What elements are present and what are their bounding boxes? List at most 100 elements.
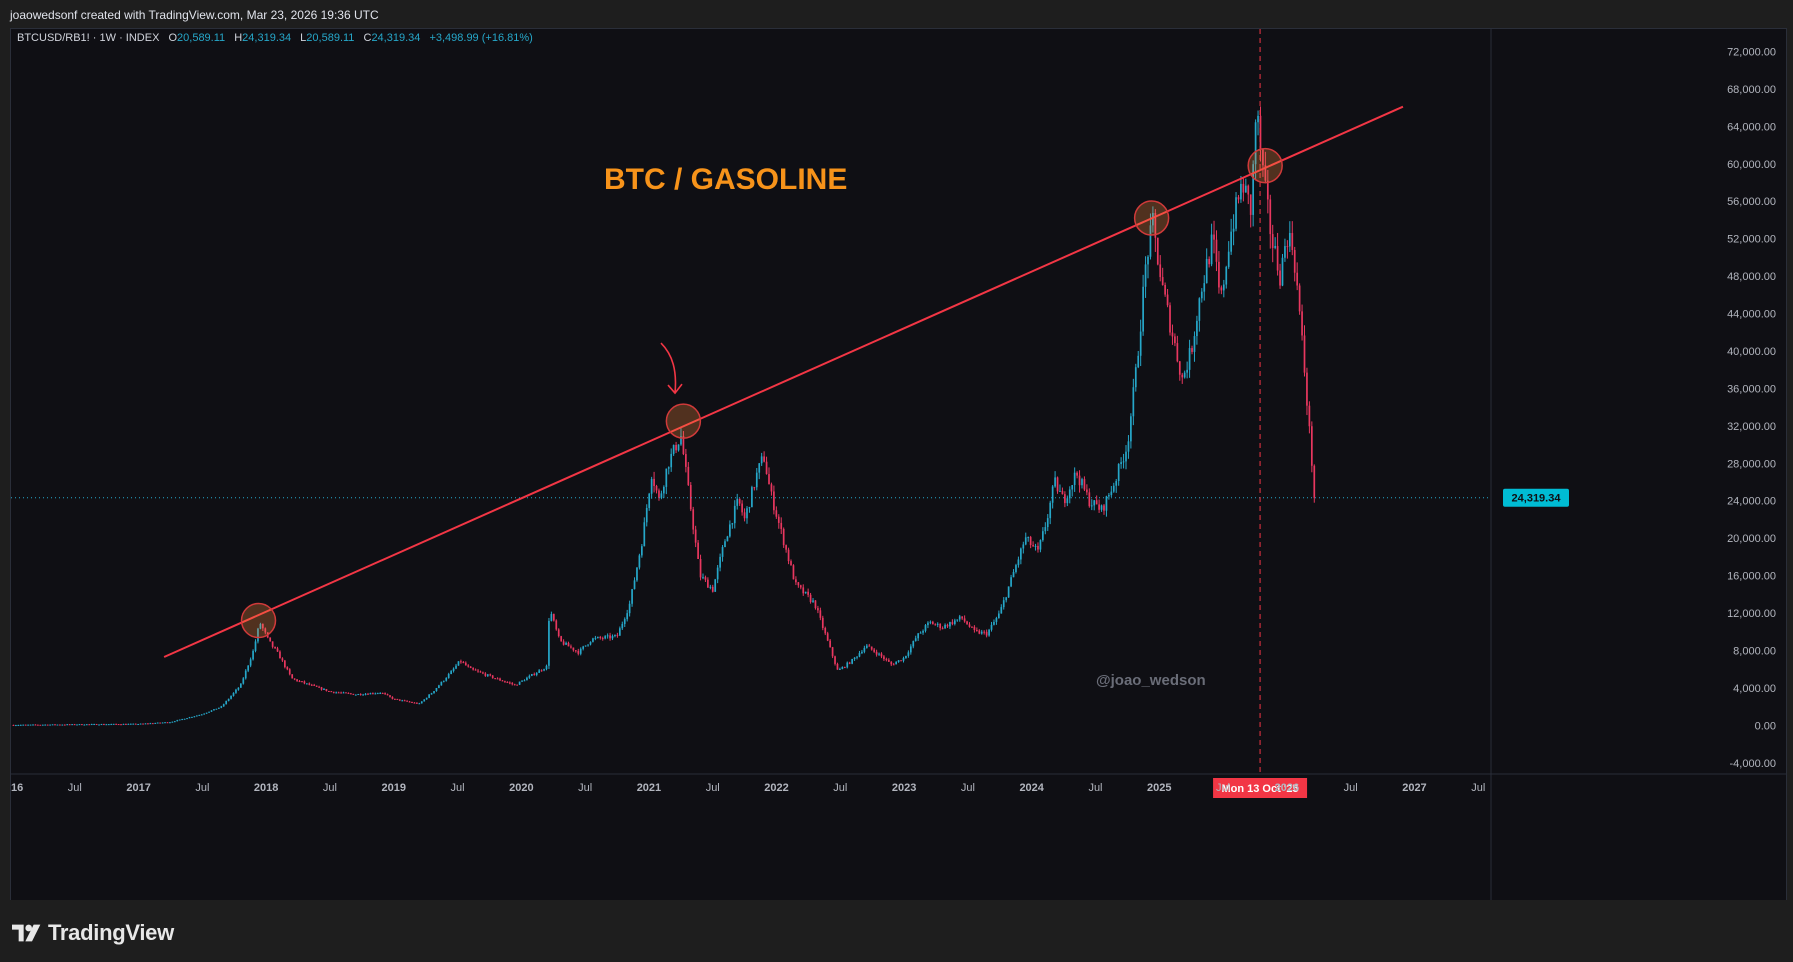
candle-body (508, 682, 511, 684)
candle-body (447, 674, 450, 679)
candle-body (707, 579, 709, 588)
candle-body (724, 541, 726, 548)
candle-body (663, 486, 665, 494)
candle-body (328, 690, 330, 692)
candle-body (692, 509, 695, 530)
candle-body (249, 659, 252, 666)
candle-body (430, 693, 433, 695)
candle-body (956, 619, 959, 621)
arrow-head-icon (667, 383, 683, 395)
candle-body (1237, 197, 1240, 200)
candle-body (1149, 225, 1152, 257)
candle-body (1120, 462, 1122, 464)
candle-body (1073, 472, 1076, 486)
candle-body (1200, 291, 1203, 299)
candle-body (878, 653, 880, 655)
candle-body (1071, 485, 1074, 490)
candle-body (1110, 491, 1113, 496)
candle-body (758, 463, 761, 473)
candle-body (259, 624, 262, 629)
candle-body (296, 679, 298, 682)
candle-body (997, 613, 1000, 619)
candle-body (313, 684, 316, 686)
candle-body (318, 686, 320, 688)
candle-body (320, 687, 323, 690)
x-tick-label: Jul (195, 782, 209, 794)
candle-body (1203, 283, 1206, 292)
open-label: O (168, 32, 177, 44)
tradingview-logo[interactable]: TradingView (12, 920, 174, 946)
chart-svg[interactable]: 24,319.34 Mon 13 Oct '25 72,000.00 68,000.… (11, 29, 1786, 901)
candle-body (775, 510, 778, 517)
tradingview-logo-icon (12, 924, 41, 942)
candle-body (545, 665, 548, 670)
x-tick-label: 2027 (1402, 782, 1426, 794)
candle-body (257, 628, 259, 642)
candle-body (161, 722, 164, 724)
candle-body (626, 613, 629, 620)
candle-body (467, 665, 470, 667)
candle-body (841, 667, 844, 669)
candle-body (672, 444, 675, 454)
candle-body (755, 472, 758, 488)
candle-body (51, 724, 54, 726)
candle-body (200, 714, 203, 716)
y-tick-label: 52,000.00 (1727, 234, 1776, 246)
candle-body (1134, 367, 1137, 388)
chart-frame[interactable]: 24,319.34 Mon 13 Oct '25 72,000.00 68,000.… (10, 28, 1787, 902)
candle-body (638, 555, 641, 568)
candle-body (973, 626, 976, 630)
candle-body (232, 692, 235, 696)
candle-body (538, 670, 541, 673)
candle-body (802, 587, 805, 594)
candle-body (736, 498, 739, 506)
y-tick-label: 64,000.00 (1727, 121, 1776, 133)
candle-body (78, 724, 81, 726)
candle-body (372, 693, 374, 695)
candle-body (1281, 257, 1284, 286)
candle-body (1198, 298, 1201, 321)
candle-body (795, 579, 797, 583)
x-tick-label: Jul (68, 782, 82, 794)
candle-body (1088, 492, 1091, 507)
candle-body (59, 724, 61, 726)
candle-body (1183, 372, 1186, 378)
candle-body (1218, 261, 1220, 288)
candle-body (892, 664, 895, 666)
candle-body (1037, 545, 1039, 550)
candle-body (411, 701, 413, 703)
candle-body (68, 724, 71, 726)
candle-body (592, 638, 594, 642)
candle-body (787, 549, 790, 562)
candle-body (1240, 183, 1242, 200)
x-tick-label: Jul (961, 782, 975, 794)
candle-body (54, 724, 56, 726)
candle-body (1042, 531, 1044, 541)
candle-body (665, 468, 668, 487)
candle-body (1010, 577, 1012, 587)
candle-body (1176, 343, 1179, 362)
candle-body (675, 444, 677, 451)
candle-body (271, 641, 274, 647)
change-value: +3,498.99 (+16.81%) (429, 32, 532, 44)
candle-body (1310, 426, 1313, 466)
candle-body (687, 466, 690, 485)
candle-body (773, 491, 775, 511)
candle-body (1066, 498, 1069, 504)
chart-title: BTC / GASOLINE (604, 163, 847, 196)
candle-body (144, 723, 147, 725)
candle-body (1108, 495, 1110, 497)
candle-body (1186, 369, 1188, 373)
candle-body (951, 622, 954, 624)
y-tick-label: 20,000.00 (1727, 533, 1776, 545)
y-tick-label: 8,000.00 (1733, 645, 1776, 657)
candle-body (611, 635, 614, 639)
y-tick-label: 60,000.00 (1727, 159, 1776, 171)
candle-body (917, 633, 920, 639)
candle-body (1002, 600, 1005, 608)
candle-body (548, 620, 550, 666)
candle-body (452, 668, 455, 672)
candle-body (804, 591, 807, 594)
candle-body (777, 516, 780, 523)
candle-body (394, 698, 396, 700)
